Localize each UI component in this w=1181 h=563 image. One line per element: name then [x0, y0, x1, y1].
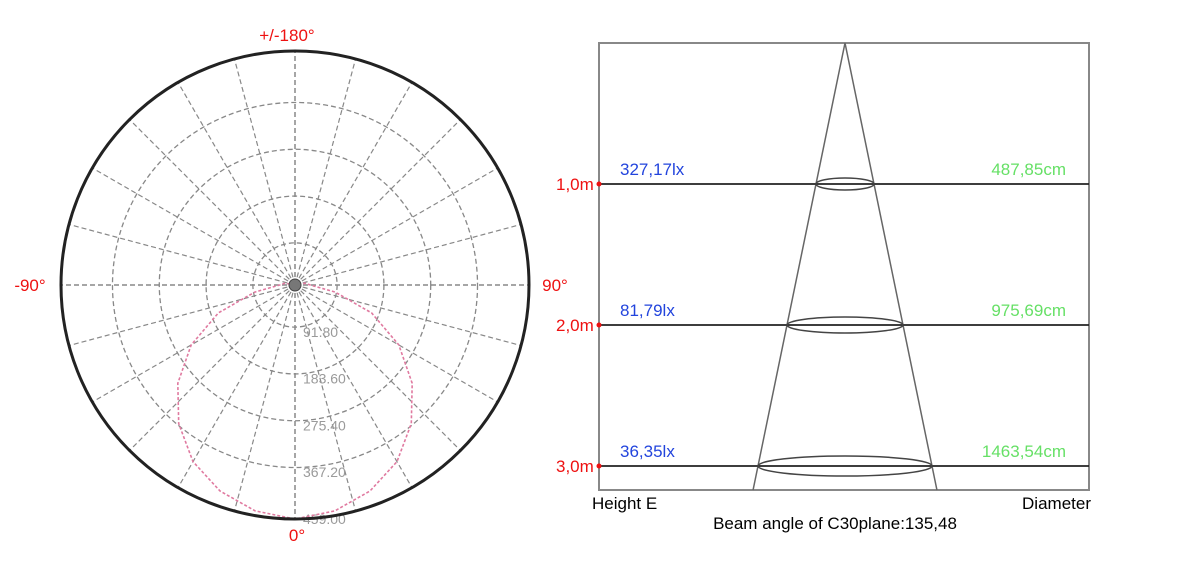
- illuminance-label: 36,35lx: [620, 442, 675, 461]
- polar-spoke: [177, 284, 296, 488]
- column-label-height: Height E: [592, 494, 657, 513]
- beam-row: 3,0m 36,35lx 1463,54cm: [556, 442, 1089, 477]
- polar-spoke: [294, 58, 357, 286]
- angle-label-bottom: 0°: [289, 526, 305, 545]
- beam-spot-ellipse: [786, 316, 904, 334]
- polar-spoke: [294, 284, 413, 488]
- polar-spoke: [233, 284, 296, 512]
- polar-spoke: [294, 284, 522, 347]
- diameter-label: 487,85cm: [991, 160, 1066, 179]
- polar-spoke: [177, 82, 296, 286]
- illuminance-label: 327,17lx: [620, 160, 685, 179]
- polar-curve-group: [176, 282, 414, 520]
- beam-diagram: 1,0m 327,17lx 487,85cm 2,0m 81,79lx 975,69cm 3…: [556, 42, 1091, 533]
- height-marker: [596, 463, 602, 469]
- height-label: 1,0m: [556, 175, 594, 194]
- polar-spoke: [294, 223, 522, 286]
- diameter-label: 1463,54cm: [982, 442, 1066, 461]
- polar-spoke: [294, 284, 357, 512]
- polar-spoke: [92, 284, 296, 403]
- beam-spot-ellipse: [815, 177, 875, 191]
- height-label: 2,0m: [556, 316, 594, 335]
- cone-edge-right: [844, 42, 938, 491]
- angle-label-top: +/-180°: [259, 26, 314, 45]
- polar-spoke: [68, 284, 296, 347]
- polar-spoke: [294, 167, 498, 286]
- polar-grid: [61, 51, 529, 519]
- polar-spoke: [129, 284, 296, 451]
- radial-tick-label: 275.40: [303, 417, 346, 433]
- radial-tick-label: 91.80: [303, 324, 338, 340]
- beam-row: 2,0m 81,79lx 975,69cm: [556, 301, 1089, 335]
- angle-label-left: -90°: [14, 276, 45, 295]
- beam-frame: [598, 42, 1090, 491]
- beam-row: 1,0m 327,17lx 487,85cm: [556, 160, 1089, 194]
- angle-label-right: 90°: [542, 276, 568, 295]
- beam-spot-ellipse: [757, 455, 933, 477]
- polar-spoke: [233, 58, 296, 286]
- radial-tick-label: 367.20: [303, 464, 346, 480]
- column-label-diameter: Diameter: [1022, 494, 1091, 513]
- polar-intensity-curve: [176, 282, 414, 520]
- polar-spoke: [68, 223, 296, 286]
- polar-spoke: [294, 119, 461, 286]
- beam-cone: [752, 42, 938, 491]
- height-marker: [596, 322, 602, 328]
- radial-tick-label: 183.60: [303, 371, 346, 387]
- polar-center-dot: [288, 278, 302, 292]
- height-marker: [596, 181, 602, 187]
- diameter-label: 975,69cm: [991, 301, 1066, 320]
- beam-rows: 1,0m 327,17lx 487,85cm 2,0m 81,79lx 975,69cm 3…: [556, 160, 1089, 477]
- height-label: 3,0m: [556, 457, 594, 476]
- illuminance-label: 81,79lx: [620, 301, 675, 320]
- polar-spoke: [294, 284, 498, 403]
- polar-ring: [111, 101, 479, 469]
- polar-spoke: [294, 284, 461, 451]
- polar-outer-ring: [59, 49, 531, 521]
- polar-spoke: [294, 82, 413, 286]
- polar-ring: [158, 148, 432, 422]
- cone-edge-left: [752, 42, 846, 491]
- polar-spoke: [92, 167, 296, 286]
- polar-spoke: [129, 119, 296, 286]
- beam-angle-caption: Beam angle of C30plane:135,48: [713, 514, 957, 533]
